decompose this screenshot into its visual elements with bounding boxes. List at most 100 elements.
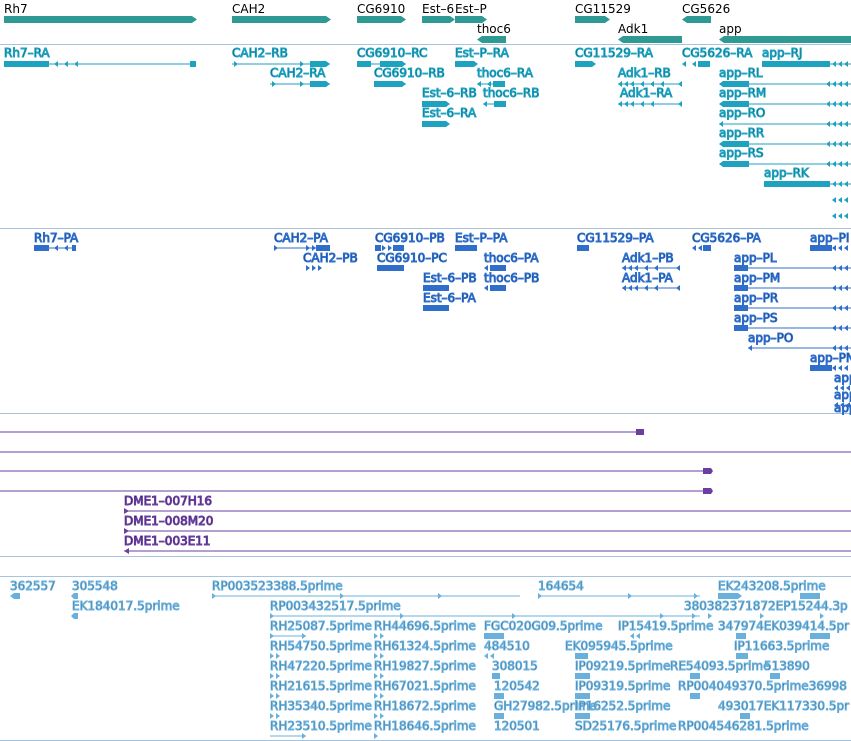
est-label[interactable]: RP003432517.5prime	[270, 599, 402, 614]
est-feature[interactable]	[575, 653, 588, 659]
transcript-app-rs[interactable]: app–RS	[719, 146, 851, 167]
alignment-dme1-007h16[interactable]: DME1–007H16	[124, 494, 851, 514]
transcript-cg11529-ra[interactable]: CG11529–RA	[575, 46, 654, 67]
est-feature[interactable]	[736, 653, 748, 659]
protein-adk1-pa[interactable]: Adk1–PA	[622, 271, 680, 291]
transcript-est-p-ra[interactable]: Est–P–RA	[455, 46, 510, 67]
est-label[interactable]: RH18646.5prime	[374, 719, 477, 734]
gene-cah2[interactable]: CAH2	[232, 2, 331, 23]
gene-app[interactable]: app	[719, 22, 851, 43]
protein-app-pl[interactable]: app–PL	[734, 251, 851, 271]
gene-est-p[interactable]: Est–P	[455, 2, 487, 23]
protein-app-pr[interactable]: app–PR	[734, 291, 851, 311]
gene-cg6910[interactable]: CG6910	[357, 2, 406, 23]
transcript-cg5626-ra[interactable]: CG5626–RA	[682, 46, 754, 67]
transcript-app-rk[interactable]: app–RK	[764, 166, 851, 187]
est-label[interactable]: IP15419.5prime	[618, 619, 714, 634]
alignment-row-3[interactable]	[0, 468, 713, 474]
est-label[interactable]: 308015	[492, 659, 539, 674]
est-feature[interactable]	[492, 673, 500, 679]
est-label[interactable]: SD25176.5prime	[575, 719, 677, 734]
protein-est-p-pa[interactable]: Est–P–PA	[455, 231, 509, 251]
est-label[interactable]: EK184017.5prime	[72, 599, 181, 614]
est-feature[interactable]	[690, 673, 700, 679]
est-feature[interactable]	[718, 593, 820, 599]
est-feature[interactable]	[736, 633, 830, 639]
protein-app-ps[interactable]: app–PS	[734, 311, 851, 331]
gene-adk1[interactable]: Adk1	[618, 22, 682, 43]
transcript-adk1-ra[interactable]: Adk1–RA	[618, 86, 682, 107]
est-label[interactable]: 493017EK117330.5pr	[718, 699, 850, 714]
est-label[interactable]: RH54750.5prime	[270, 639, 373, 654]
protein-app-po[interactable]: app–PO	[748, 331, 851, 351]
protein-app-partial-1[interactable]: app	[834, 371, 851, 391]
gene-cg5626[interactable]: CG5626	[682, 2, 730, 23]
est-label[interactable]: 164654	[538, 579, 585, 594]
est-label[interactable]: 305548	[72, 579, 119, 594]
protein-app-partial-3[interactable]: app	[834, 401, 851, 416]
protein-rh7-pa[interactable]: Rh7–PA	[34, 231, 80, 251]
est-feature[interactable]	[71, 613, 78, 619]
alignment-dme1-008m20[interactable]: DME1–008M20	[124, 514, 851, 534]
est-label[interactable]: GH27982.5prime	[494, 699, 598, 714]
est-label[interactable]: EK243208.5prime	[718, 579, 827, 594]
est-label[interactable]: 380382371872EP15244.3p	[684, 599, 849, 614]
est-label[interactable]: RH21615.5prime	[270, 679, 373, 694]
est-feature[interactable]	[575, 673, 590, 679]
est-label[interactable]: EK095945.5prime	[565, 639, 674, 654]
est-label[interactable]: RP004546281.5prime	[678, 719, 810, 734]
protein-cg5626-pa[interactable]: CG5626–PA	[692, 231, 762, 251]
est-feature[interactable]	[575, 693, 590, 699]
protein-thoc6-pa[interactable]: thoc6–PA	[484, 251, 540, 271]
transcript-app-rm[interactable]: app–RM	[719, 86, 851, 107]
est-feature[interactable]	[494, 693, 504, 699]
transcript-thoc6-ra[interactable]: thoc6–RA	[477, 66, 534, 87]
alignment-dme1-003e11[interactable]: DME1–003E11	[124, 534, 851, 554]
est-label[interactable]: 347974EK039414.5pr	[718, 619, 850, 634]
est-label[interactable]: RH61324.5prime	[374, 639, 477, 654]
protein-app-partial-2[interactable]: app	[834, 388, 851, 408]
est-label[interactable]: RH47220.5prime	[270, 659, 373, 674]
est-label[interactable]: RP004049370.5prime36998	[678, 679, 848, 694]
est-feature[interactable]	[484, 633, 504, 639]
est-feature[interactable]	[575, 713, 590, 719]
protein-app-pn[interactable]: app–PN	[810, 351, 851, 371]
protein-app-pi[interactable]: app–PI	[810, 231, 850, 251]
est-label[interactable]: RH25087.5prime	[270, 619, 373, 634]
est-label[interactable]: RP003523388.5prime	[212, 579, 344, 594]
transcript-rh7-ra[interactable]: Rh7–RA	[4, 46, 196, 67]
transcript-app-rr[interactable]: app–RR	[719, 126, 851, 147]
est-feature[interactable]	[770, 673, 780, 679]
transcript-cah2-rb[interactable]: CAH2–RB	[232, 46, 330, 67]
protein-cg6910-pc[interactable]: CG6910–PC	[377, 251, 447, 271]
transcript-adk1-rb[interactable]: Adk1–RB	[618, 66, 682, 87]
est-label[interactable]: FGC020G09.5prime	[484, 619, 603, 634]
gene-rh7[interactable]: Rh7	[4, 2, 197, 23]
est-feature[interactable]	[690, 693, 700, 699]
protein-cah2-pa[interactable]: CAH2–PA	[274, 231, 330, 251]
protein-est-6-pa[interactable]: Est–6–PA	[423, 291, 477, 311]
transcript-thoc6-rb[interactable]: thoc6–RB	[483, 86, 540, 107]
est-feature[interactable]	[71, 593, 78, 599]
protein-cah2-pb[interactable]: CAH2–PB	[303, 251, 358, 271]
est-label[interactable]: 484510	[484, 639, 531, 654]
transcript-app-rj[interactable]: app–RJ	[762, 46, 851, 67]
est-label[interactable]: IP09319.5prime	[575, 679, 671, 694]
est-label[interactable]: RH67021.5prime	[374, 679, 477, 694]
protein-cg6910-pb[interactable]: CG6910–PB	[375, 231, 445, 251]
transcript-est-6-rb[interactable]: Est–6–RB	[422, 86, 477, 107]
transcript-cg6910-rb[interactable]: CG6910–RB	[374, 66, 445, 87]
est-label[interactable]: 513890	[764, 659, 811, 674]
est-feature[interactable]	[10, 593, 20, 599]
est-label[interactable]: IP11663.5prime	[734, 639, 830, 654]
protein-thoc6-pb[interactable]: thoc6–PB	[484, 271, 540, 291]
transcript-est-6-ra[interactable]: Est–6–RA	[422, 106, 478, 127]
est-label[interactable]: 362557	[10, 579, 57, 594]
alignment-row-4[interactable]	[0, 488, 713, 494]
est-label[interactable]: RH23510.5prime	[270, 719, 373, 734]
gene-cg11529[interactable]: CG11529	[575, 2, 631, 23]
protein-adk1-pb[interactable]: Adk1–PB	[622, 251, 680, 271]
gene-thoc6[interactable]: thoc6	[477, 22, 511, 43]
protein-cg11529-pa[interactable]: CG11529–PA	[577, 231, 655, 251]
gene-est-6[interactable]: Est–6	[422, 2, 455, 23]
